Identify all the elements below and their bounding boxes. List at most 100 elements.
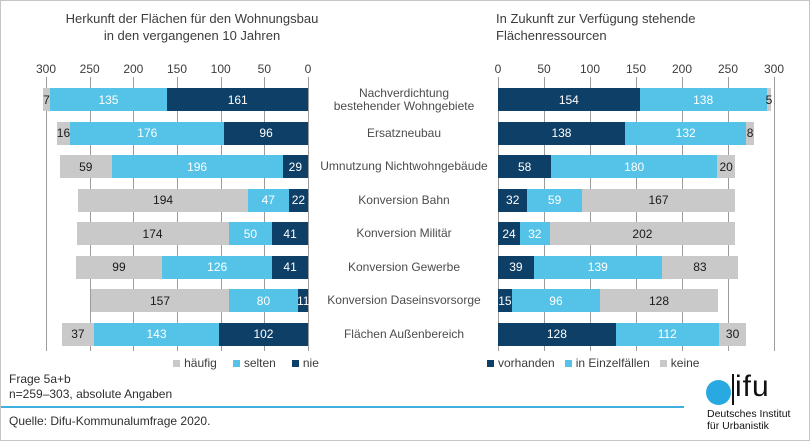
- bar-segment: 22: [288, 188, 308, 212]
- category-label: Konversion Militär: [356, 226, 452, 241]
- bar-value-label: 138: [551, 126, 572, 140]
- right-chart-title: In Zukunft zur Verfügung stehende Fläche…: [496, 11, 696, 43]
- axis-tick-label: 300: [763, 62, 785, 76]
- bar-value-label: 202: [632, 226, 653, 241]
- grid-line: [46, 77, 47, 351]
- axis-tick-label: 200: [123, 62, 144, 76]
- axis-tick-label: 100: [210, 62, 231, 76]
- bar-value-label: 176: [137, 126, 158, 140]
- bar-value-label: 180: [624, 159, 645, 174]
- axis-tick-label: 0: [494, 62, 502, 76]
- legend-label: in Einzelfällen: [575, 356, 650, 370]
- bar-segment: 83: [661, 255, 739, 279]
- legend-swatch: [659, 359, 667, 367]
- bar-segment: 41: [272, 222, 308, 245]
- bar-segment: 194: [78, 188, 248, 212]
- bar-value-label: 83: [693, 260, 707, 274]
- bar-row: 194 47 22: [46, 184, 308, 218]
- bar-value-label: 8: [746, 126, 754, 140]
- bar-value-label: 128: [648, 293, 669, 308]
- left-chart-plot: 7 135 161 16 176 96 59 196 29 194 47 22 174 50 41 99 126…: [43, 77, 310, 352]
- legend-swatch: [173, 359, 181, 367]
- bar-segment: 196: [111, 155, 283, 178]
- bar-segment: 39: [498, 255, 534, 279]
- bar-segment: 58: [498, 155, 552, 178]
- bar-value-label: 5: [765, 92, 773, 107]
- legend-label: selten: [243, 356, 276, 370]
- bar-value-label: 24: [502, 226, 516, 241]
- legend-item: häufig: [173, 356, 217, 370]
- bar-segment: 7: [43, 88, 50, 111]
- bar-row: 128 112 30: [498, 318, 774, 352]
- bar-value-label: 41: [283, 260, 297, 274]
- bar-value-label: 32: [506, 193, 520, 207]
- legend-label: häufig: [184, 356, 217, 370]
- bar-value-label: 59: [547, 193, 562, 207]
- bar-segment: 8: [746, 121, 754, 145]
- bar-segment: 59: [527, 188, 582, 212]
- bar-segment: 15: [498, 289, 512, 312]
- grid-line: [264, 77, 266, 351]
- bar-value-label: 154: [558, 92, 579, 107]
- bar-value-label: 47: [261, 193, 275, 207]
- bar-value-label: 96: [549, 293, 563, 308]
- axis-tick-label: 0: [304, 62, 312, 76]
- grid-line: [590, 77, 591, 351]
- bar-row: 99 126 41: [46, 251, 308, 285]
- bar-value-label: 138: [693, 92, 714, 107]
- axis-tick-label: 150: [166, 62, 188, 76]
- bar-value-label: 16: [56, 126, 71, 140]
- category-label: Konversion Gewerbe: [347, 259, 461, 274]
- bar-value-label: 30: [725, 327, 740, 341]
- bar-value-label: 139: [587, 260, 608, 274]
- difu-logo: ifu Deutsches Institut für Urbanistik: [704, 370, 804, 435]
- question-reference: Frage 5a+b: [9, 372, 71, 386]
- legend-label: nie: [302, 356, 319, 370]
- bar-value-label: 29: [288, 159, 303, 174]
- bar-value-label: 58: [518, 159, 532, 174]
- bar-segment: 30: [718, 322, 747, 346]
- grid-line: [728, 77, 729, 351]
- bar-row: 154 138 5: [498, 83, 774, 117]
- left-chart-legend: häufig selten nie: [96, 356, 396, 370]
- bar-segment: 32: [498, 188, 528, 212]
- grid-line: [308, 77, 309, 351]
- grid-line: [544, 77, 545, 351]
- legend-item: selten: [232, 356, 276, 370]
- bar-value-label: 59: [79, 159, 93, 174]
- bar-value-label: 135: [98, 92, 119, 107]
- axis-tick-label: 250: [79, 62, 100, 76]
- legend-label: keine: [670, 356, 700, 370]
- axis-tick-label: 250: [717, 62, 739, 76]
- bar-segment: 102: [218, 322, 308, 346]
- axis-tick-label: 50: [537, 62, 551, 76]
- bar-value-label: 39: [509, 260, 523, 274]
- bar-segment: 180: [551, 155, 717, 178]
- bar-segment: 128: [498, 322, 616, 346]
- bar-value-label: 11: [296, 293, 310, 308]
- bar-segment: 96: [511, 289, 601, 312]
- bar-row: 58 180 20: [498, 150, 774, 184]
- source-note: Quelle: Difu-Kommunalumfrage 2020.: [9, 414, 211, 428]
- bar-segment: 161: [167, 88, 308, 111]
- bar-value-label: 50: [243, 226, 258, 241]
- grid-line: [498, 77, 499, 351]
- legend-swatch: [291, 359, 299, 367]
- bar-segment: 176: [70, 121, 225, 145]
- bar-value-label: 99: [112, 260, 126, 274]
- bar-value-label: 32: [528, 226, 542, 241]
- sample-size-note: n=259–303, absolute Angaben: [9, 387, 173, 401]
- difu-logo-dot-icon: [706, 380, 731, 405]
- bar-segment: 128: [600, 289, 718, 312]
- bar-segment: 202: [549, 222, 736, 245]
- bar-segment: 16: [56, 121, 71, 145]
- axis-tick-label: 300: [35, 62, 57, 76]
- left-chart-title: Herkunft der Flächen für den Wohnungsbau…: [65, 11, 319, 43]
- bar-row: 37 143 102: [46, 318, 308, 352]
- bar-segment: 139: [533, 255, 662, 279]
- right-chart-plot: 154 138 5 138 132 8 58 180 20 32 59 167 24 32 202 39 139…: [498, 77, 775, 352]
- bar-value-label: 167: [648, 193, 669, 207]
- bar-value-label: 37: [71, 327, 85, 341]
- footer-divider-rule: [1, 406, 684, 408]
